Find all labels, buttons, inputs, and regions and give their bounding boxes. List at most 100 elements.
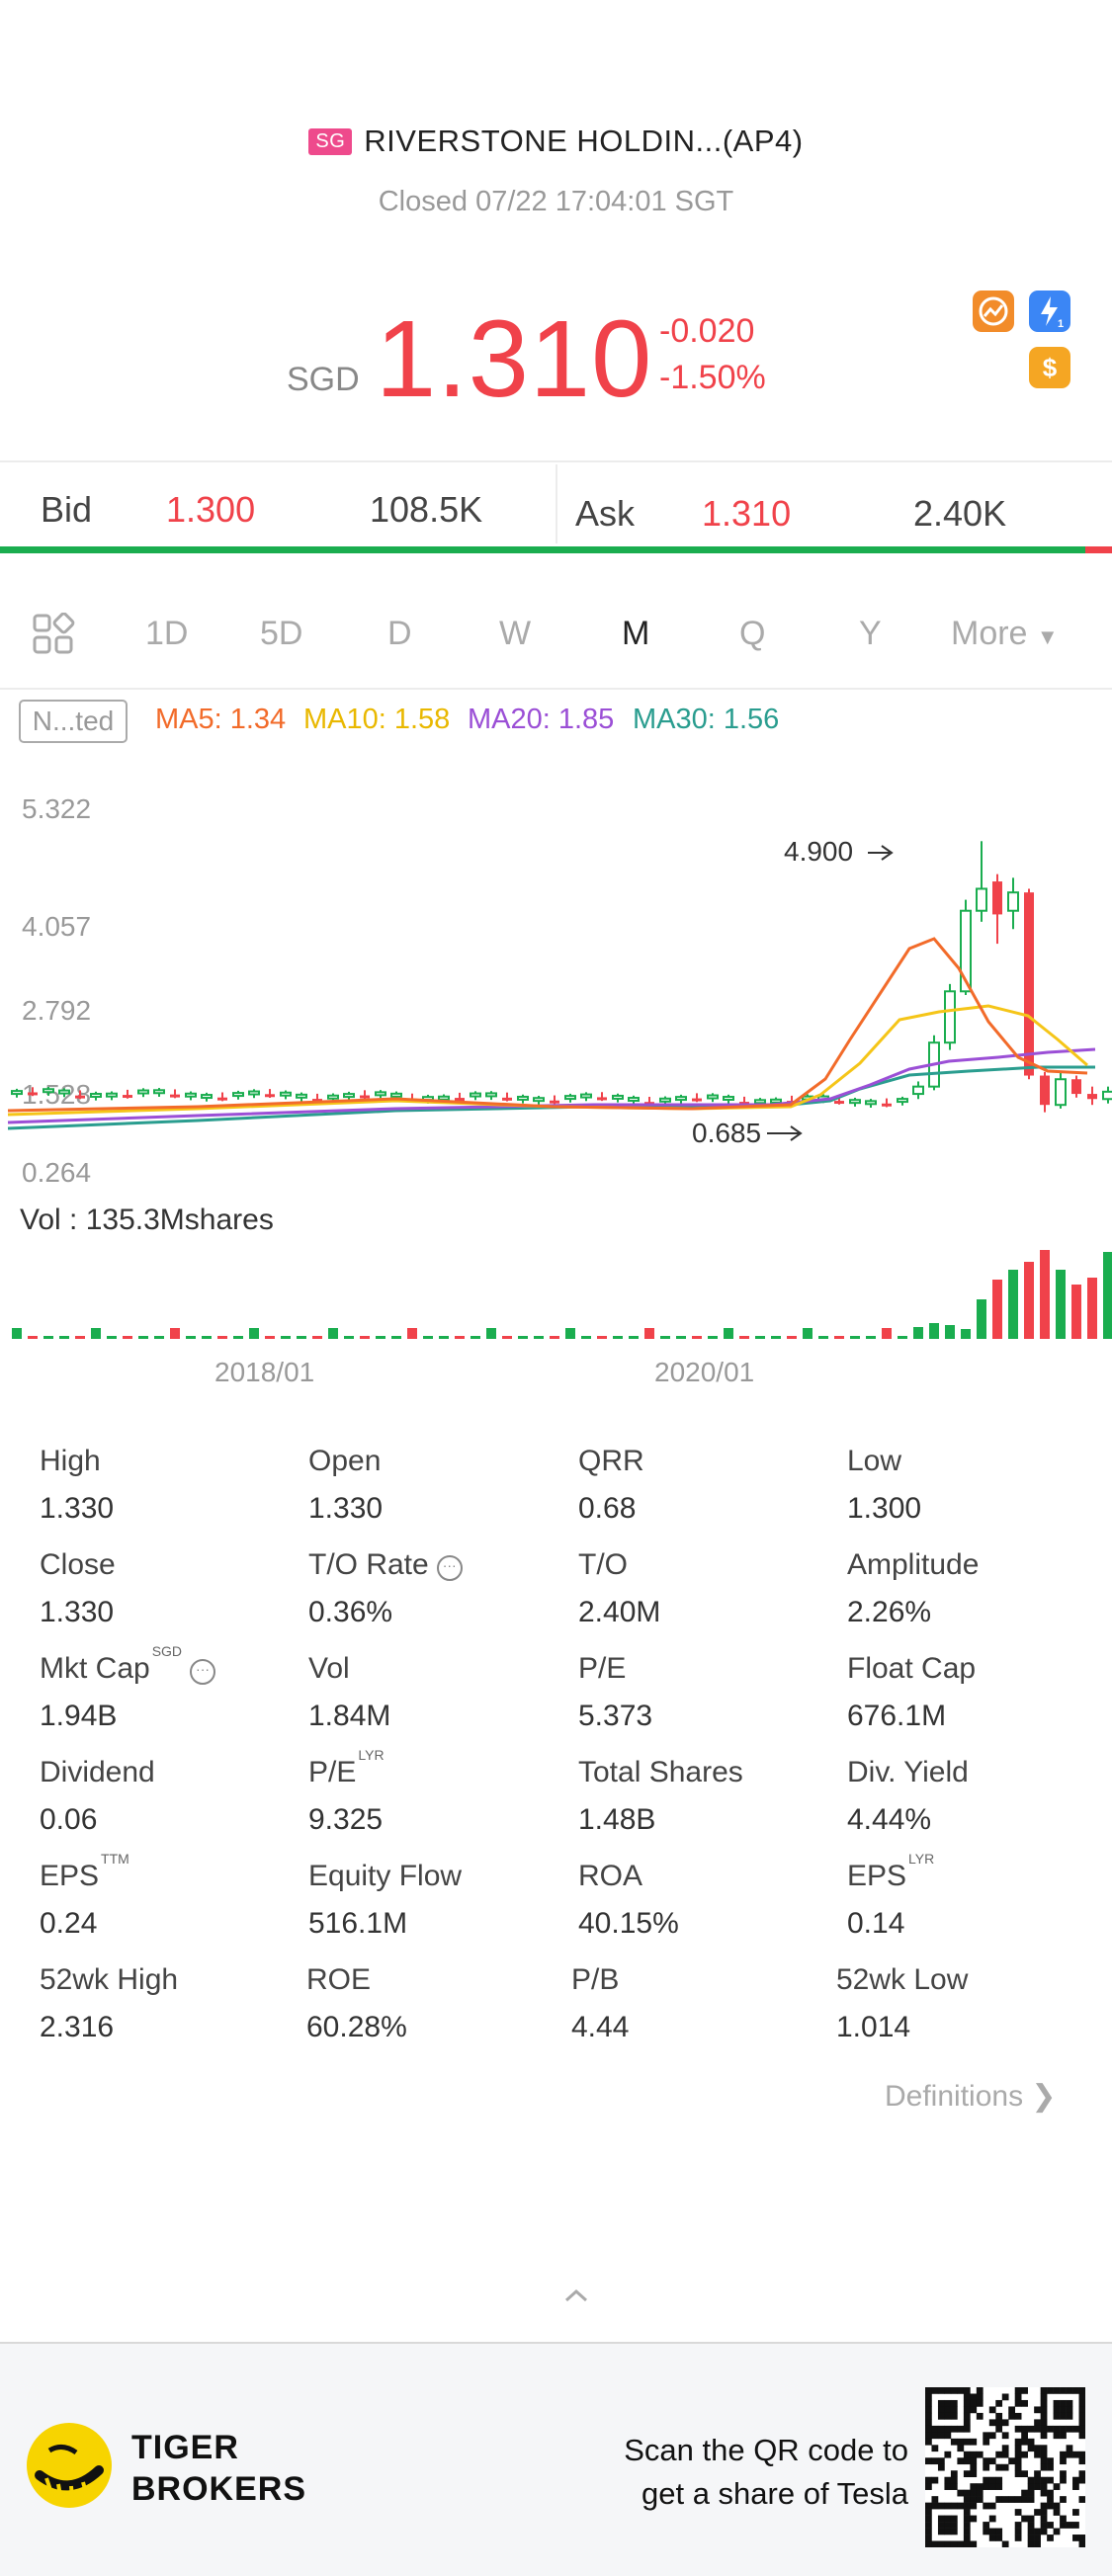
bid-ask-divider <box>556 464 557 543</box>
stat-label[interactable]: T/O Rate ··· <box>308 1548 463 1582</box>
volume-bar <box>898 1336 907 1339</box>
stat-label-text: Low <box>847 1445 902 1477</box>
tab-m[interactable]: M <box>622 615 650 652</box>
chevron-up-icon[interactable] <box>561 2281 591 2310</box>
stat-label-text: ROE <box>306 1963 372 1996</box>
candle-body <box>1102 1090 1112 1101</box>
price-change: -0.020 -1.50% <box>659 308 766 401</box>
tiger-logo-icon <box>27 2423 112 2508</box>
stat-label: P/ELYR <box>308 1747 385 1789</box>
volume-bar <box>945 1325 955 1339</box>
candle-body <box>597 1097 607 1101</box>
dollar-icon[interactable]: $ <box>1029 347 1070 388</box>
volume-bar <box>297 1336 306 1339</box>
candle-body <box>659 1097 671 1103</box>
stat-label: Close <box>40 1548 116 1582</box>
candle-body <box>455 1098 465 1102</box>
candle-body <box>564 1095 576 1101</box>
stat-value: 2.316 <box>40 2011 115 2043</box>
volume-bar <box>1087 1278 1097 1339</box>
tab-q[interactable]: Q <box>739 615 766 652</box>
candle-body <box>897 1098 908 1104</box>
candle-body <box>865 1100 877 1106</box>
tab-5d[interactable]: 5D <box>260 615 303 652</box>
ma30-label: MA30: 1.56 <box>633 704 780 735</box>
stat-label: Vol <box>308 1652 350 1686</box>
adjustment-selector[interactable]: N...ted <box>19 700 128 743</box>
ma10-label: MA10: 1.58 <box>303 704 451 735</box>
ma10-line <box>7 1004 1088 1117</box>
stat-label-text: Float Cap <box>847 1652 977 1685</box>
market-badge: SG <box>308 128 353 155</box>
divider <box>0 460 1112 462</box>
tab-y[interactable]: Y <box>859 615 882 652</box>
candle-body <box>280 1091 292 1097</box>
stat-label: Open <box>308 1445 381 1478</box>
min-price-label: 0.685 <box>692 1118 762 1148</box>
grid-layout-icon[interactable] <box>32 612 75 656</box>
candle-body <box>1071 1079 1081 1095</box>
volume-bar <box>312 1336 322 1339</box>
stat-label: Equity Flow <box>308 1860 462 1893</box>
volume-bar <box>850 1336 860 1339</box>
stat-label-text: T/O Rate <box>308 1548 429 1581</box>
candle-body <box>502 1097 512 1101</box>
stat-label: QRR <box>578 1445 644 1478</box>
candle-body <box>106 1092 118 1098</box>
candle-body <box>470 1092 481 1098</box>
volume-bar <box>882 1328 892 1339</box>
price-chart[interactable] <box>0 771 1112 1186</box>
candle-body <box>849 1099 861 1105</box>
volume-bar <box>581 1336 591 1339</box>
stat-label-text: QRR <box>578 1445 644 1477</box>
tab-1d[interactable]: 1D <box>145 615 189 652</box>
volume-bar <box>644 1328 654 1339</box>
stat-label-text: High <box>40 1445 101 1477</box>
stat-value: 1.84M <box>308 1700 391 1732</box>
candle-body <box>533 1097 545 1103</box>
candle-body <box>1087 1094 1097 1100</box>
market-status: Closed 07/22 17:04:01 SGT <box>378 186 734 217</box>
stat-value: 0.68 <box>578 1492 637 1525</box>
more-dropdown[interactable]: More ▼ <box>951 615 1059 653</box>
svg-text:1: 1 <box>1058 318 1064 330</box>
tab-d[interactable]: D <box>387 615 412 652</box>
info-icon[interactable]: ··· <box>190 1659 216 1685</box>
volume-bar <box>328 1328 338 1339</box>
stat-value: 2.26% <box>847 1596 932 1628</box>
candle-body <box>517 1095 529 1101</box>
more-label: More <box>951 615 1028 652</box>
ask-label: Ask <box>575 493 636 534</box>
candle-body <box>485 1092 497 1098</box>
stock-name: RIVERSTONE HOLDIN...(AP4) <box>364 124 804 158</box>
definitions-link[interactable]: Definitions ❯ <box>885 2079 1057 2114</box>
candle-body <box>834 1101 844 1105</box>
volume-bar <box>202 1336 212 1339</box>
volume-bar <box>613 1336 623 1339</box>
volume-bar <box>961 1329 971 1339</box>
stat-value: 1.330 <box>40 1492 115 1525</box>
stat-label: EPSTTM <box>40 1851 129 1893</box>
stat-label[interactable]: Mkt CapSGD ··· <box>40 1643 216 1686</box>
volume-bar <box>233 1336 243 1339</box>
volume-bar <box>439 1336 449 1339</box>
volume-bar <box>423 1336 433 1339</box>
volume-bar <box>12 1328 22 1339</box>
x-tick: 2018/01 <box>214 1357 315 1387</box>
candle-body <box>882 1103 892 1107</box>
volume-bar <box>344 1336 354 1339</box>
candle-body <box>692 1098 702 1102</box>
info-icon[interactable]: ··· <box>436 1555 463 1581</box>
candle-body <box>248 1090 260 1096</box>
candle-body <box>628 1097 640 1103</box>
candle-body <box>390 1092 402 1098</box>
stat-label: ROA <box>578 1860 642 1893</box>
volume-bar <box>1008 1270 1018 1339</box>
candle-body <box>1040 1075 1050 1106</box>
candle-body <box>11 1090 23 1096</box>
volume-bar <box>992 1280 1002 1339</box>
tab-w[interactable]: W <box>499 615 532 652</box>
volume-bar <box>138 1336 148 1339</box>
chart-badge-icon[interactable] <box>973 291 1014 332</box>
flash-1-icon[interactable]: 1 <box>1029 291 1070 332</box>
